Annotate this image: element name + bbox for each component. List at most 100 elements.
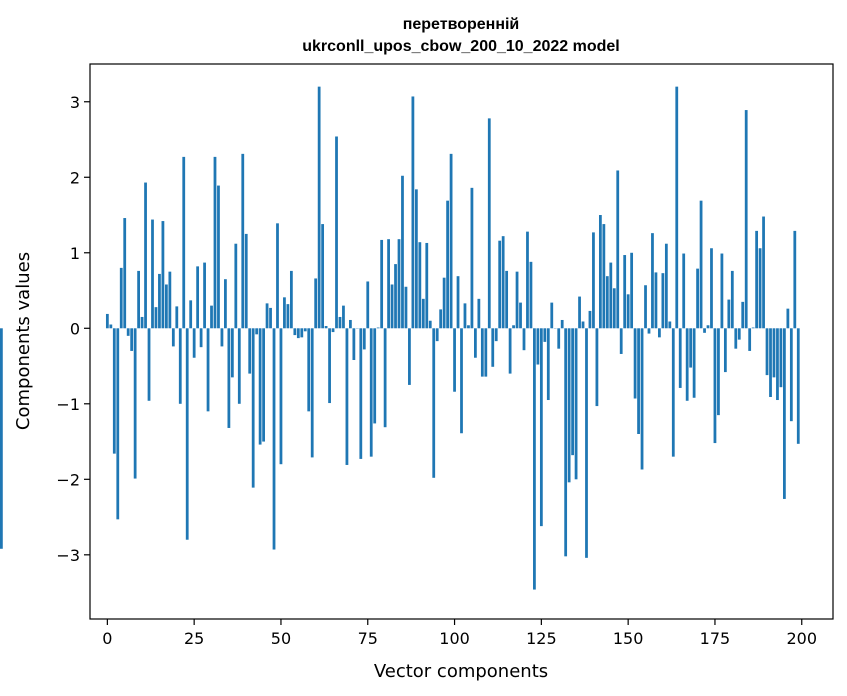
bar [317, 86, 321, 329]
bar [574, 328, 578, 480]
bar [616, 170, 620, 329]
bar [262, 328, 265, 442]
bar [685, 328, 689, 401]
bar [119, 267, 123, 329]
bar [703, 328, 706, 333]
bar [241, 153, 245, 329]
bar [678, 328, 682, 388]
bar [533, 328, 536, 590]
bar [269, 307, 272, 329]
bar [626, 294, 630, 329]
bar [713, 328, 717, 444]
bar [699, 200, 703, 329]
bar [373, 328, 377, 424]
bar [397, 239, 401, 329]
bar [474, 328, 477, 358]
bar [772, 328, 776, 378]
x-axis-label: Vector components [374, 661, 548, 682]
bar [206, 328, 210, 412]
bar [366, 281, 370, 329]
bar [338, 316, 342, 329]
bar [369, 328, 373, 457]
y-tick-label: −3 [56, 546, 80, 565]
bar [345, 328, 349, 465]
bar [612, 288, 616, 329]
bar [664, 243, 668, 329]
bar [480, 328, 484, 377]
bar [310, 328, 314, 458]
bar [401, 175, 404, 329]
bar [675, 86, 679, 329]
y-tick-label: −1 [56, 395, 80, 414]
bar [105, 313, 109, 329]
bar [602, 224, 606, 329]
bar [380, 239, 384, 329]
bar [505, 270, 509, 329]
bar [519, 302, 522, 329]
bar [779, 328, 783, 388]
bar [609, 262, 613, 329]
bar [109, 324, 113, 329]
bar [658, 328, 661, 338]
bar [265, 303, 269, 329]
bar [546, 328, 550, 401]
bar [404, 286, 408, 329]
bar [640, 328, 644, 470]
bar [647, 328, 651, 334]
bar [175, 306, 179, 329]
y-axis-ticks: −3 −2 −1 0 1 2 3 [56, 93, 90, 565]
bar [783, 328, 786, 499]
bar [126, 328, 130, 336]
bar [144, 182, 147, 329]
bar [133, 328, 137, 479]
bar [456, 276, 460, 329]
bar [296, 328, 300, 339]
bar [755, 230, 759, 329]
bar [234, 243, 238, 329]
bar [720, 253, 724, 329]
bar [185, 328, 189, 540]
bar [140, 316, 144, 329]
bar [762, 216, 765, 329]
bar [758, 248, 762, 329]
bar [435, 328, 439, 342]
bar [168, 271, 172, 329]
bar [449, 153, 453, 329]
bar [199, 328, 203, 348]
bar [151, 219, 154, 329]
bar [387, 239, 390, 329]
bar [696, 268, 699, 329]
bar [494, 328, 498, 342]
bar [515, 271, 519, 329]
bar [463, 303, 467, 329]
bar [217, 185, 220, 329]
bar [644, 285, 647, 329]
bar [737, 328, 741, 340]
bar [130, 328, 134, 351]
bar [210, 305, 213, 329]
bar [578, 296, 581, 329]
x-axis-ticks: 0 25 50 75 100 125 150 175 200 [102, 619, 817, 648]
bar [362, 328, 366, 350]
bar [751, 327, 755, 329]
bar [283, 297, 286, 329]
bar [439, 309, 443, 329]
bar [227, 328, 231, 428]
bar [376, 327, 380, 329]
bar [453, 328, 456, 392]
y-tick-label: 2 [70, 168, 80, 187]
bar [748, 328, 752, 351]
x-tick-label: 100 [439, 629, 470, 648]
bar [651, 233, 654, 329]
bar [161, 221, 165, 329]
bar [178, 328, 182, 404]
bar [349, 319, 352, 329]
bar [147, 328, 151, 401]
bar [710, 248, 713, 329]
bar [421, 298, 425, 329]
y-tick-label: 1 [70, 244, 80, 263]
bar [512, 325, 515, 329]
bar [789, 328, 793, 422]
bar [279, 328, 283, 465]
bar [286, 304, 290, 329]
